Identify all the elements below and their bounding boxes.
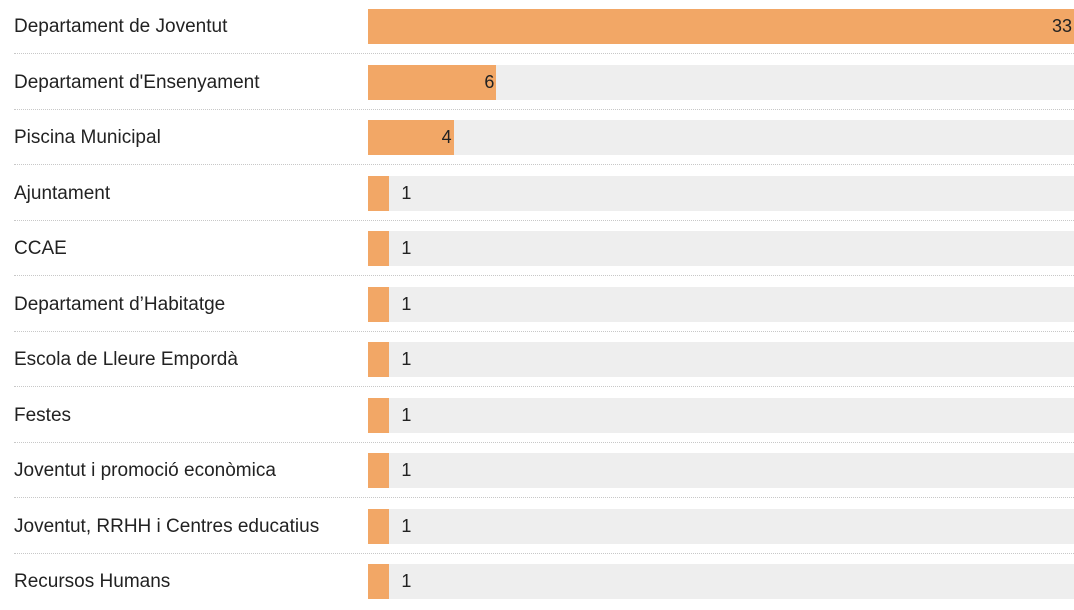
bar xyxy=(368,64,497,100)
bar-track: 1 xyxy=(368,397,1074,433)
bar-track: 1 xyxy=(368,175,1074,211)
bar xyxy=(368,397,390,433)
bar-track: 1 xyxy=(368,342,1074,377)
row-separator xyxy=(14,219,1074,221)
bar-row: Festes 1 xyxy=(0,389,1074,444)
bar-row: Departament d’Habitatge 1 xyxy=(0,278,1074,333)
row-separator xyxy=(14,108,1074,110)
bar-row: Piscina Municipal 4 xyxy=(0,111,1074,166)
row-separator xyxy=(14,275,1074,276)
bar-value-label: 1 xyxy=(401,515,412,536)
bar-track: 1 xyxy=(368,231,1074,266)
bar-row: Recursos Humans 1 xyxy=(0,555,1074,610)
bar-row: Joventut, RRHH i Centres educatius 1 xyxy=(0,500,1074,555)
bar-row: Joventut i promoció econòmica 1 xyxy=(0,444,1074,499)
bar-value-label: 6 xyxy=(484,71,495,92)
bar-row: Departament d'Ensenyament 6 xyxy=(0,56,1074,111)
row-separator xyxy=(14,552,1074,554)
bar-value-label: 1 xyxy=(401,571,412,591)
bar xyxy=(368,231,390,266)
category-label: Departament d’Habitatge xyxy=(14,293,226,315)
bar xyxy=(368,342,390,377)
bar-row: Ajuntament 1 xyxy=(0,167,1074,222)
category-label: Ajuntament xyxy=(14,182,111,204)
bar-value-label: 1 xyxy=(401,349,412,369)
bar xyxy=(368,564,390,599)
row-separator xyxy=(14,330,1074,332)
category-label: Festes xyxy=(14,404,72,426)
category-label: Departament de Joventut xyxy=(14,16,228,37)
bar-track: 4 xyxy=(368,120,1074,155)
category-label: Recursos Humans xyxy=(14,571,171,592)
bar-value-label: 33 xyxy=(1051,16,1072,36)
bar-row: Escola de Lleure Empordà 1 xyxy=(0,333,1074,388)
category-label: Joventut i promoció econòmica xyxy=(14,460,276,481)
category-label: CCAE xyxy=(14,238,67,259)
bar xyxy=(368,286,390,322)
category-label: Piscina Municipal xyxy=(14,127,161,148)
bar xyxy=(368,453,390,488)
category-label: Departament d'Ensenyament xyxy=(14,71,260,93)
row-separator xyxy=(14,53,1074,54)
category-label: Joventut, RRHH i Centres educatius xyxy=(14,515,320,537)
row-separator xyxy=(14,441,1074,443)
bar-value-label: 1 xyxy=(401,293,412,314)
bar-track: 1 xyxy=(368,508,1074,544)
bar-track: 1 xyxy=(368,564,1074,599)
bar-value-label: 1 xyxy=(401,182,412,203)
bar xyxy=(368,175,390,211)
bar-track: 6 xyxy=(368,64,1074,100)
bar-row: Departament de Joventut 33 xyxy=(0,0,1074,55)
bar xyxy=(368,9,1074,44)
bar-track: 1 xyxy=(368,286,1074,322)
bar-value-label: 4 xyxy=(441,127,452,147)
row-separator xyxy=(14,497,1074,498)
bar-track: 33 xyxy=(368,9,1074,44)
bar-value-label: 1 xyxy=(401,404,412,425)
bar-value-label: 1 xyxy=(401,460,412,480)
bar-row: CCAE 1 xyxy=(0,222,1074,277)
row-separator xyxy=(14,386,1074,387)
category-label: Escola de Lleure Empordà xyxy=(14,349,238,370)
bar-track: 1 xyxy=(368,453,1074,488)
row-separator xyxy=(14,164,1074,165)
bar xyxy=(368,508,390,544)
bar-value-label: 1 xyxy=(401,238,412,258)
bar xyxy=(368,120,454,155)
